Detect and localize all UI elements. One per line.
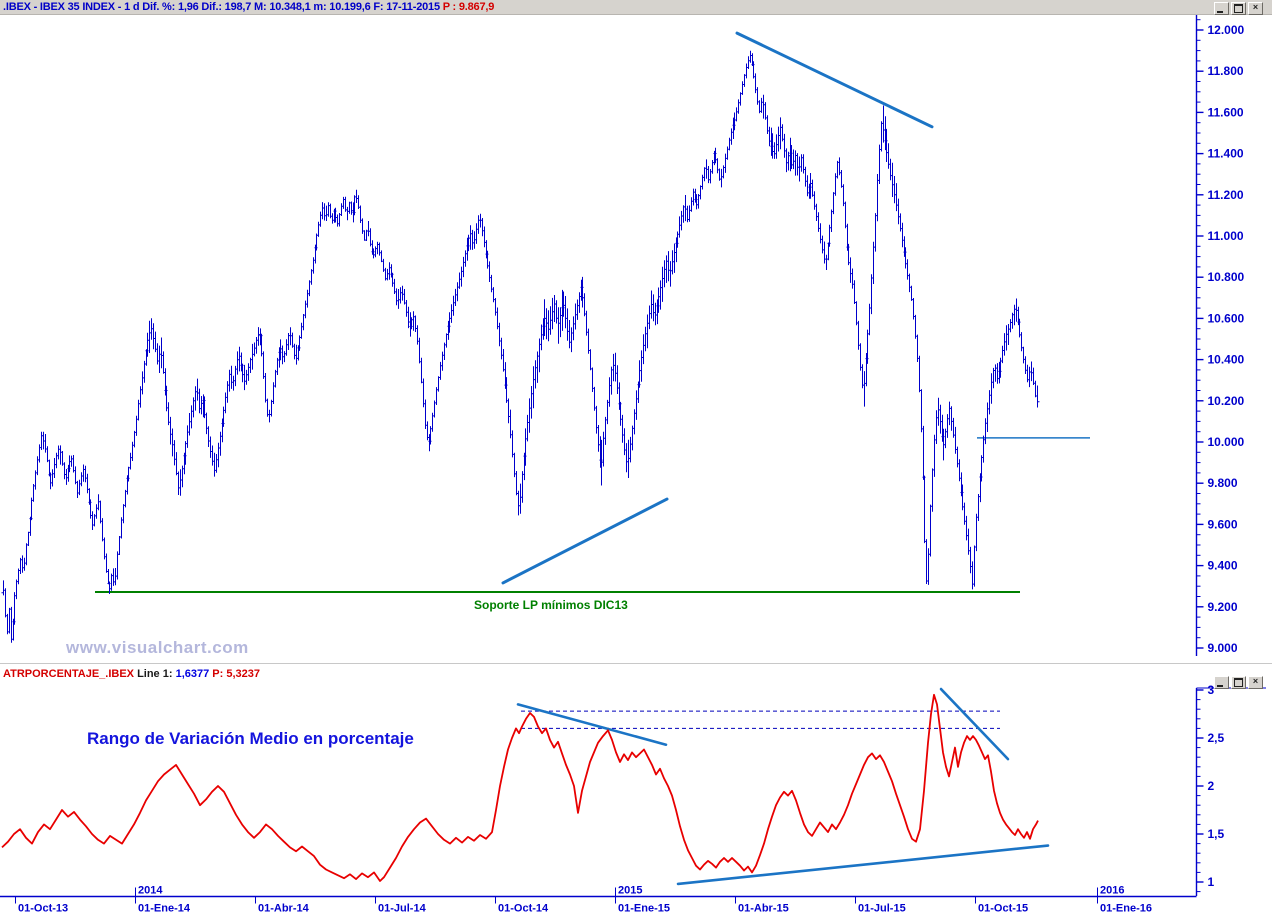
price-tick-label: 11.400 [1208,147,1244,161]
date-tick-label: 01-Jul-15 [858,903,906,915]
price-tick-label: 11.800 [1208,64,1244,78]
trendline [501,497,669,585]
trendline [516,703,668,747]
last-price-text: P : 9.867,9 [442,1,495,13]
indicator-line-label: Line 1: [137,668,176,680]
date-tick-label: 01-Oct-13 [18,903,68,915]
price-tick-label: 9.400 [1208,559,1238,573]
year-tick-label: 2015 [618,885,642,897]
price-axis: 12.000 11.800 11.600 11.400 11.200 11.000 10.8… [1195,13,1266,656]
indicator-tick-label: 1,5 [1208,827,1225,841]
minimize-icon [1217,11,1223,13]
symbol-info-text: .IBEX - IBEX 35 INDEX - 1 d Dif. %: 1,96… [3,1,443,13]
date-tick-label: 01-Ene-14 [138,903,191,915]
price-tick-label: 10.000 [1208,435,1245,449]
indicator-tick-label: 3 [1208,683,1215,697]
price-tick-label: 9.200 [1208,600,1238,614]
indicator-p-value: P: 5,3237 [209,668,260,680]
price-tick-label: 10.800 [1208,270,1245,284]
price-tick-label: 10.200 [1208,394,1245,408]
indicator-name: ATRPORCENTAJE_.IBEX [3,668,138,680]
indicator-tick-label: 2 [1208,779,1215,793]
trendline [939,687,1010,761]
date-tick-label: 01-Abr-15 [738,903,789,915]
indicator-line-value: 1,6377 [175,668,210,680]
visualchart-watermark: www.visualchart.com [66,638,249,657]
minimize-icon [1217,685,1223,687]
chart-titlebar: .IBEX - IBEX 35 INDEX - 1 d Dif. %: 1,96… [0,0,1272,15]
ibex-price-bars [1,50,1040,643]
indicator-close-button[interactable]: × [1248,676,1263,689]
maximize-button[interactable] [1231,2,1246,15]
indicator-tick-label: 1 [1208,875,1215,889]
date-tick-label: 01-Ene-15 [618,903,670,915]
close-button[interactable]: × [1248,2,1263,15]
indicator-minimize-button[interactable] [1214,676,1229,689]
maximize-icon [1234,678,1243,687]
price-trendlines[interactable] [501,31,1090,585]
indicator-trendlines[interactable] [516,687,1050,886]
price-tick-label: 11.000 [1208,229,1244,243]
price-tick-label: 9.800 [1208,476,1238,490]
indicator-title-annotation: Rango de Variación Medio en porcentaje [87,729,414,748]
trendline [676,844,1050,886]
date-tick-label: 01-Oct-15 [978,903,1028,915]
atr-percentage-line [1,693,1039,882]
indicator-maximize-button[interactable] [1231,676,1246,689]
close-icon: × [1252,676,1259,686]
price-tick-label: 10.400 [1208,353,1245,367]
price-tick-label: 11.200 [1208,188,1244,202]
indicator-header: ATRPORCENTAJE_.IBEX Line 1: 1,6377 P: 5,… [3,668,260,680]
chart-title: .IBEX - IBEX 35 INDEX - 1 d Dif. %: 1,96… [3,1,494,13]
year-tick-label: 2014 [138,885,163,897]
minimize-button[interactable] [1214,2,1229,15]
price-tick-label: 10.600 [1208,311,1245,325]
price-tick-label: 9.600 [1208,517,1238,531]
support-line-label: Soporte LP mínimos DIC13 [474,598,628,612]
price-tick-label: 9.000 [1208,641,1238,655]
date-tick-label: 01-Jul-14 [378,903,427,915]
year-tick-label: 2016 [1100,885,1124,897]
time-axis: 2014 2015 2016 01-Oct-13 01-Ene-14 01-Abr-14 0… [0,885,1197,915]
main-window-controls: × [1214,2,1263,15]
price-tick-label: 12.000 [1208,23,1245,37]
date-tick-label: 01-Oct-14 [498,903,549,915]
price-tick-label: 11.600 [1208,105,1244,119]
close-icon: × [1252,2,1259,12]
indicator-window-controls: × [1214,676,1263,689]
date-tick-label: 01-Ene-16 [1100,903,1152,915]
maximize-icon [1234,4,1243,13]
indicator-tick-label: 2,5 [1208,731,1225,745]
indicator-axis: 3 2,5 2 1,5 1 [1195,683,1266,896]
date-tick-label: 01-Abr-14 [258,903,310,915]
trendline [735,31,934,129]
